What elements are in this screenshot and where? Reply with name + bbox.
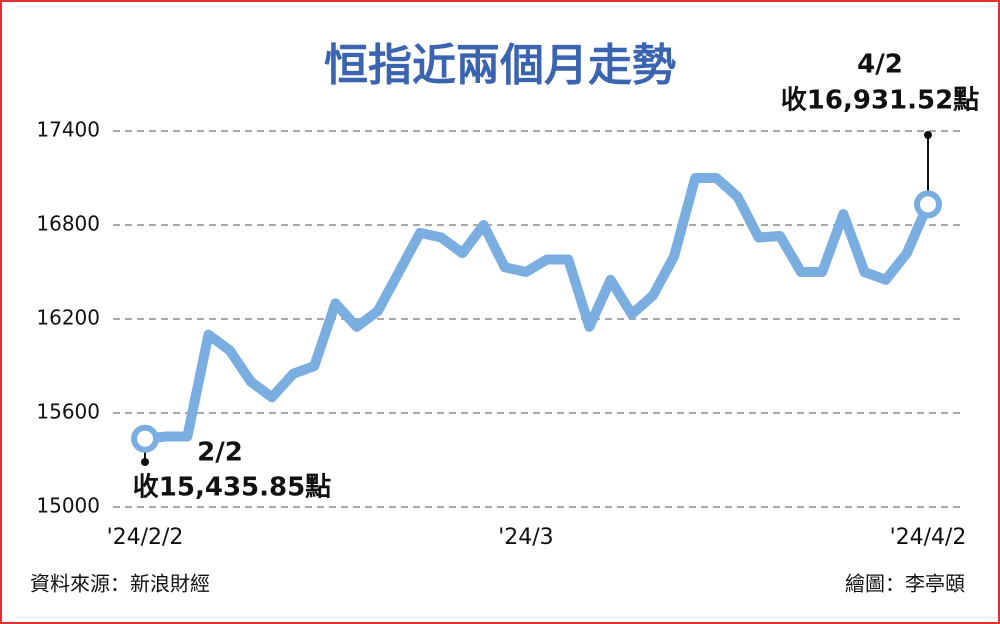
x-tick-label: '24/3 — [498, 525, 553, 550]
y-tick-label: 15000 — [36, 494, 100, 518]
y-tick-label: 16200 — [36, 306, 100, 330]
annotation: 收15,435.85點 — [133, 473, 331, 503]
callout-dot — [141, 458, 149, 466]
callout-dot — [924, 131, 932, 139]
y-tick-label: 17400 — [36, 118, 100, 142]
line — [140, 173, 933, 444]
x-tick-label: '24/4/2 — [890, 525, 967, 550]
annotation: 收16,931.52點 — [781, 86, 979, 116]
annotation: 2/2 — [197, 438, 243, 468]
y-tick-label: 16800 — [36, 212, 100, 236]
source: 資料來源：新浪財經 — [30, 572, 210, 596]
x-tick-label: '24/2/2 — [107, 525, 184, 550]
end-point — [131, 424, 159, 453]
credit: 繪圖：李亭頤 — [845, 572, 965, 596]
chart-title: 恒指近兩個月走勢 — [324, 40, 676, 91]
end-point — [914, 190, 942, 219]
y-tick-label: 15600 — [36, 400, 100, 424]
annotation: 4/2 — [857, 50, 903, 80]
